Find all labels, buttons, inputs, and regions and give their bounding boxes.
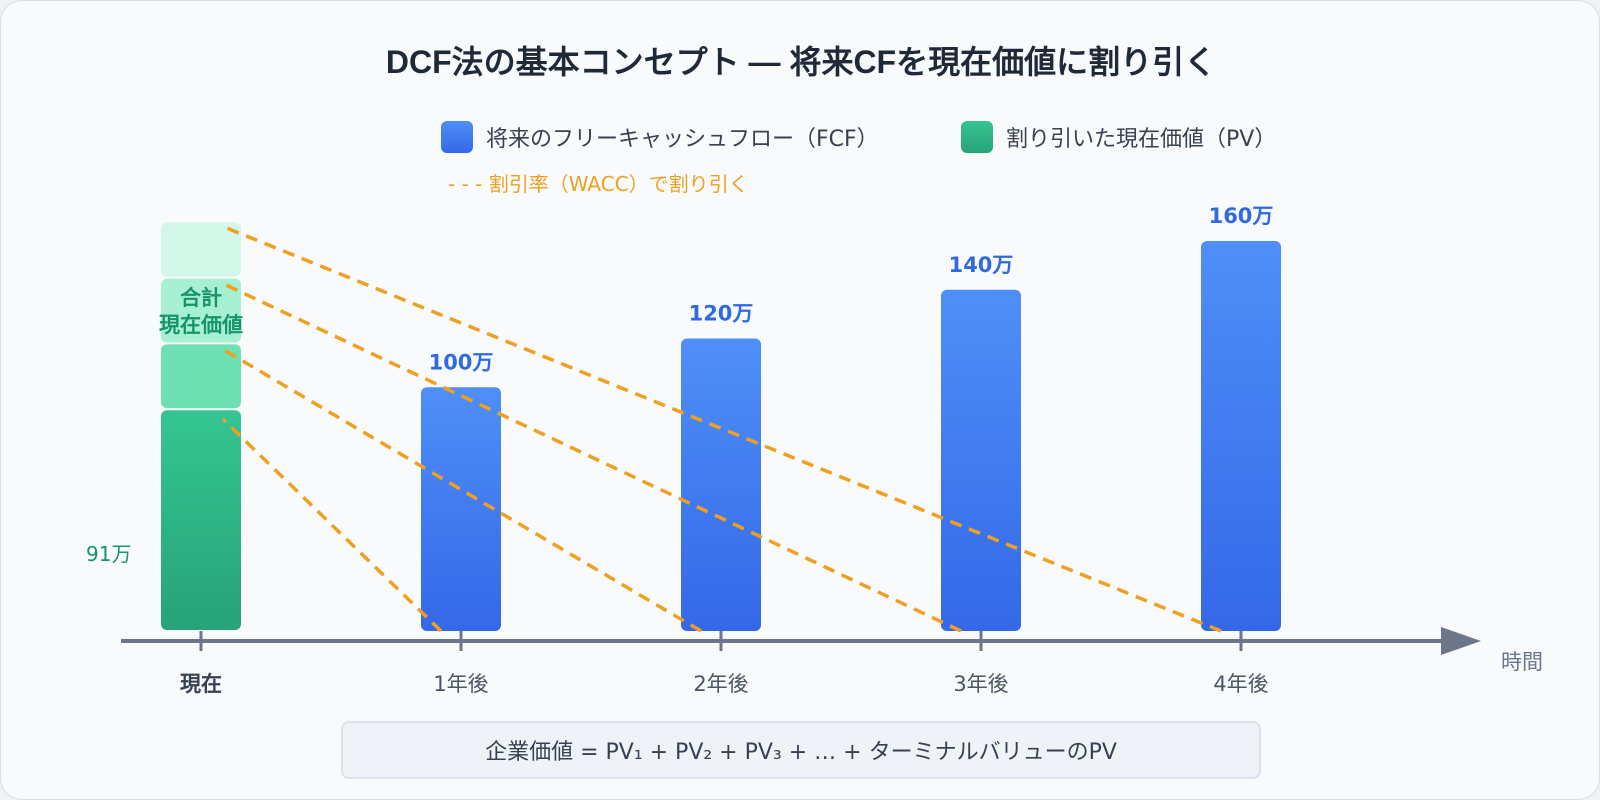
legend-swatch-fcf xyxy=(441,121,473,153)
formula-box: 企業価値 = PV₁ + PV₂ + PV₃ + … + ターミナルバリューのP… xyxy=(341,721,1261,779)
x-tick-label-2: 2年後 xyxy=(693,672,748,696)
x-tick-label-0: 現在 xyxy=(180,672,222,696)
pv-segment-2 xyxy=(161,344,241,409)
stack-label-pv: 現在価値 xyxy=(159,313,243,337)
pv-segment-3 xyxy=(161,278,241,343)
legend-label-fcf: 将来のフリーキャッシュフロー（FCF） xyxy=(486,127,879,152)
chart-title: DCF法の基本コンセプト — 将来CFを現在価値に割り引く xyxy=(385,44,1217,80)
x-tick-label-1: 1年後 xyxy=(433,672,488,696)
legend-label-discount: - - - 割引率（WACC）で割り引く xyxy=(448,172,749,196)
formula-text: 企業価値 = PV₁ + PV₂ + PV₃ + … + ターミナルバリューのP… xyxy=(485,740,1117,765)
stack-label-total: 合計 xyxy=(180,286,222,310)
fcf-value-label-1: 100万 xyxy=(429,350,494,374)
fcf-bar-3 xyxy=(941,289,1021,631)
pv-value-label: 91万 xyxy=(86,542,131,566)
discount-line-1 xyxy=(221,417,443,633)
pv-segment-1 xyxy=(161,410,241,630)
legend-swatch-pv xyxy=(961,121,993,153)
discount-line-2 xyxy=(222,347,702,633)
x-tick-label-4: 4年後 xyxy=(1213,672,1268,696)
discount-line-3 xyxy=(222,281,962,633)
x-tick-label-3: 3年後 xyxy=(953,672,1008,696)
fcf-bar-4 xyxy=(1201,241,1281,631)
fcf-value-label-2: 120万 xyxy=(689,302,754,326)
fcf-bar-2 xyxy=(681,338,761,631)
legend-label-pv: 割り引いた現在価値（PV） xyxy=(1006,127,1276,152)
fcf-value-label-4: 160万 xyxy=(1209,204,1274,228)
pv-segment-4 xyxy=(161,222,241,277)
x-axis-arrow-icon xyxy=(1441,627,1481,655)
axis-label-time: 時間 xyxy=(1501,650,1543,674)
fcf-bar-1 xyxy=(421,387,501,631)
fcf-value-label-3: 140万 xyxy=(949,253,1014,277)
